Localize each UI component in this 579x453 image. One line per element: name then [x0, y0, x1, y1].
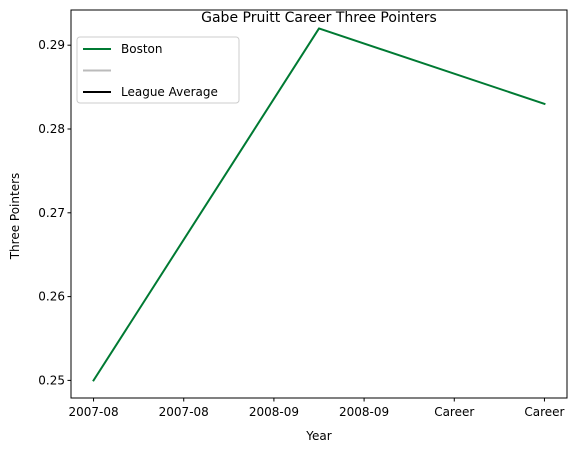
x-tick-label: Career: [434, 405, 474, 419]
x-axis-ticks: 2007-08 2007-08 2008-09 2008-09 Career Career: [68, 398, 565, 419]
x-tick-label: 2007-08: [68, 405, 118, 419]
plot-frame: [70, 9, 568, 399]
x-tick-label: 2007-08: [159, 405, 209, 419]
y-tick-label: 0.29: [38, 38, 65, 52]
legend-box: [76, 36, 240, 104]
y-tick-label: 0.27: [38, 206, 65, 220]
y-axis-ticks: 0.25 0.26 0.27 0.28 0.29: [38, 38, 71, 387]
x-axis-label: Year: [305, 429, 331, 443]
y-tick-label: 0.26: [38, 290, 65, 304]
x-tick-label: Career: [524, 405, 564, 419]
x-tick-label: 2008-09: [339, 405, 389, 419]
y-axis-label: Three Pointers: [8, 173, 22, 261]
chart-title: Gabe Pruitt Career Three Pointers: [201, 10, 437, 26]
y-tick-label: 0.25: [38, 373, 65, 387]
legend-label: League Average: [121, 85, 218, 99]
plot-series: [92, 27, 546, 382]
legend-label: Boston: [121, 42, 162, 56]
y-tick-label: 0.28: [38, 122, 65, 136]
legend: Boston League Average: [76, 36, 240, 104]
x-tick-label: 2008-09: [249, 405, 299, 419]
